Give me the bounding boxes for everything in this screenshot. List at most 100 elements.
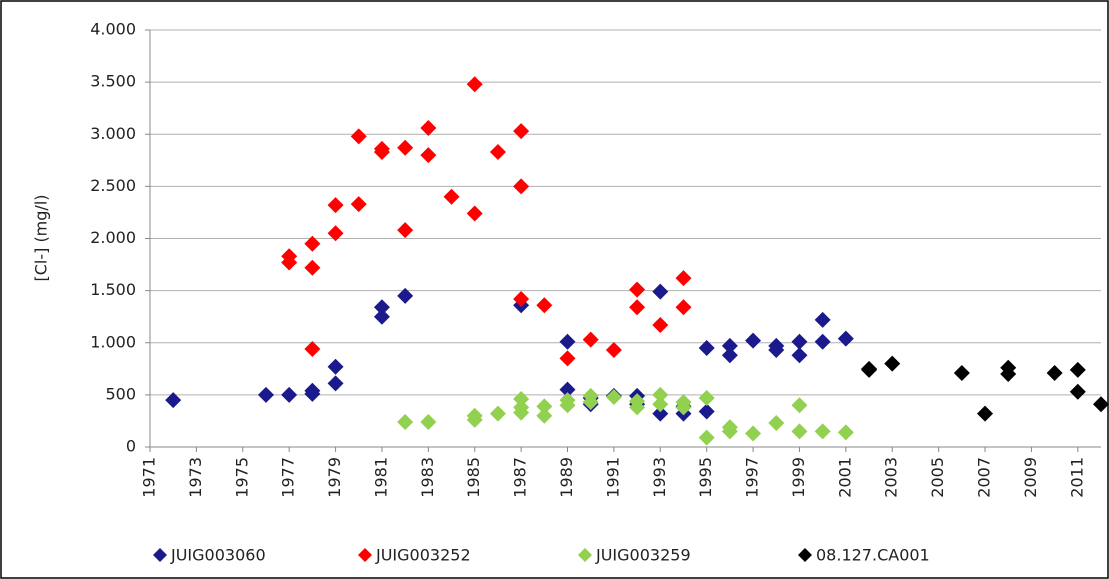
point xyxy=(652,283,669,300)
y-tick-label: 2.000 xyxy=(90,228,136,247)
point xyxy=(513,178,530,195)
point xyxy=(559,397,576,414)
point xyxy=(675,399,692,416)
point xyxy=(745,332,762,349)
point xyxy=(652,386,669,403)
point xyxy=(373,143,390,160)
point xyxy=(675,270,692,287)
point xyxy=(582,331,599,348)
point xyxy=(257,386,274,403)
point xyxy=(420,147,437,164)
x-tick-label: 2003 xyxy=(882,457,901,498)
legend-label: JUIG003259 xyxy=(595,546,691,565)
point xyxy=(327,358,344,375)
point xyxy=(861,361,878,378)
point xyxy=(1000,366,1017,383)
point xyxy=(629,399,646,416)
point xyxy=(675,299,692,316)
point xyxy=(814,333,831,350)
legend-marker xyxy=(798,548,812,562)
point xyxy=(1069,361,1086,378)
point xyxy=(489,143,506,160)
x-tick-label: 1979 xyxy=(325,457,344,498)
point xyxy=(466,411,483,428)
x-tick-label: 2005 xyxy=(928,457,947,498)
point xyxy=(791,347,808,364)
x-tick-label: 2007 xyxy=(975,457,994,498)
y-tick-label: 3.500 xyxy=(90,72,136,91)
point xyxy=(466,205,483,222)
point xyxy=(420,119,437,136)
point xyxy=(1046,364,1063,381)
point xyxy=(397,222,414,239)
point xyxy=(1069,383,1086,400)
point xyxy=(304,235,321,252)
point xyxy=(605,388,622,405)
point xyxy=(977,405,994,422)
point xyxy=(652,396,669,413)
x-tick-label: 1987 xyxy=(511,457,530,498)
legend-label: 08.127.CA001 xyxy=(816,546,930,565)
point xyxy=(513,391,530,408)
point xyxy=(629,281,646,298)
y-tick-label: 4.000 xyxy=(90,20,136,39)
point xyxy=(884,355,901,372)
x-tick-label: 2011 xyxy=(1067,457,1086,498)
point xyxy=(721,423,738,440)
point xyxy=(443,188,460,205)
y-axis-label: [Cl-] (mg/l) xyxy=(32,194,51,281)
x-tick-label: 2001 xyxy=(835,457,854,498)
point xyxy=(721,347,738,364)
point xyxy=(1093,396,1109,413)
point xyxy=(698,339,715,356)
point xyxy=(953,364,970,381)
point xyxy=(466,76,483,93)
x-tick-label: 1975 xyxy=(232,457,251,498)
point xyxy=(652,405,669,422)
point xyxy=(397,287,414,304)
x-tick-label: 1991 xyxy=(603,457,622,498)
point xyxy=(165,392,182,409)
point xyxy=(327,197,344,214)
x-tick-label: 1973 xyxy=(186,457,205,498)
point xyxy=(489,405,506,422)
x-tick-label: 1997 xyxy=(743,457,762,498)
x-tick-label: 1971 xyxy=(140,457,159,498)
point xyxy=(304,259,321,276)
point xyxy=(397,139,414,156)
y-tick-label: 500 xyxy=(105,384,136,403)
point xyxy=(350,196,367,213)
point xyxy=(814,311,831,328)
point xyxy=(721,337,738,354)
legend-label: JUIG003060 xyxy=(170,546,266,565)
point xyxy=(420,413,437,430)
x-tick-label: 1983 xyxy=(418,457,437,498)
point xyxy=(582,394,599,411)
y-tick-label: 1.500 xyxy=(90,280,136,299)
y-tick-label: 1.000 xyxy=(90,332,136,351)
x-tick-label: 2009 xyxy=(1021,457,1040,498)
point xyxy=(373,308,390,325)
x-tick-label: 1993 xyxy=(650,457,669,498)
y-tick-label: 2.500 xyxy=(90,176,136,195)
point xyxy=(745,425,762,442)
point xyxy=(698,429,715,446)
legend-label: JUIG003252 xyxy=(375,546,471,565)
y-tick-label: 0 xyxy=(126,437,136,456)
point xyxy=(513,123,530,140)
x-tick-label: 1989 xyxy=(557,457,576,498)
point xyxy=(536,407,553,424)
legend-marker xyxy=(578,548,592,562)
point xyxy=(304,382,321,399)
point xyxy=(350,128,367,145)
point xyxy=(327,375,344,392)
point xyxy=(652,317,669,334)
x-tick-label: 1985 xyxy=(464,457,483,498)
point xyxy=(536,297,553,314)
x-tick-label: 1977 xyxy=(279,457,298,498)
point xyxy=(837,330,854,347)
point xyxy=(791,397,808,414)
x-tick-label: 1999 xyxy=(789,457,808,498)
